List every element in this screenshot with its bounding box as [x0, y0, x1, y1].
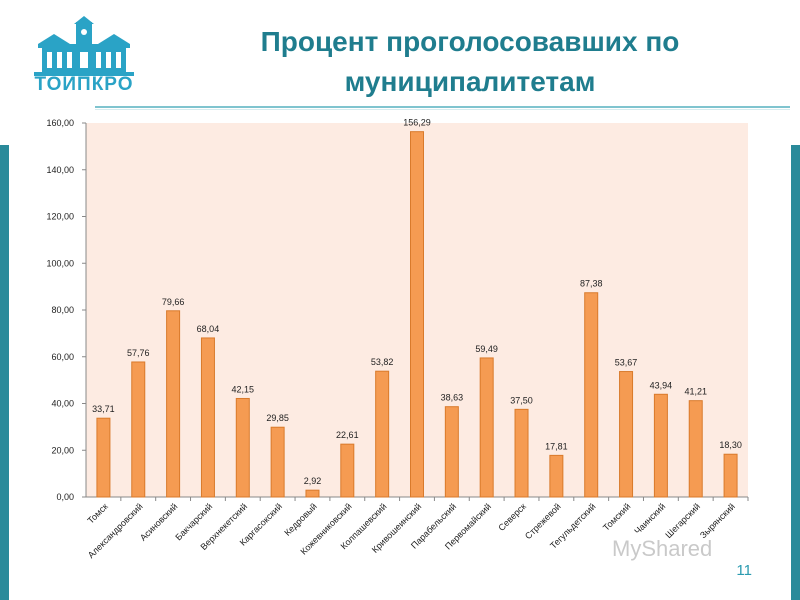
data-label: 18,30	[719, 440, 742, 450]
category-label: Северск	[496, 501, 528, 533]
data-label: 2,92	[304, 476, 322, 486]
watermark-text: MyShared	[612, 536, 713, 561]
category-label: Томский	[601, 501, 632, 532]
data-label: 37,50	[510, 395, 533, 405]
bar	[235, 397, 250, 498]
data-label: 59,49	[475, 344, 498, 354]
data-label: 38,63	[441, 393, 464, 403]
data-label: 33,71	[92, 404, 115, 414]
bar	[723, 453, 738, 498]
data-label: 53,67	[615, 358, 638, 368]
data-label: 53,82	[371, 357, 394, 367]
bar	[305, 489, 320, 498]
data-label: 22,61	[336, 430, 359, 440]
bar	[619, 371, 634, 498]
bar	[514, 408, 529, 498]
y-tick-label: 100,00	[46, 258, 74, 268]
y-tick-label: 120,00	[46, 212, 74, 222]
bar	[131, 361, 146, 498]
right-accent-bar	[791, 145, 800, 600]
category-label: Томск	[85, 501, 109, 525]
bar	[688, 400, 703, 498]
data-label: 29,85	[266, 413, 289, 423]
category-label: Шегарский	[663, 501, 702, 540]
bar	[270, 426, 285, 498]
bar	[549, 454, 564, 498]
data-label: 42,15	[232, 384, 255, 394]
data-label: 41,21	[684, 387, 707, 397]
bar	[375, 370, 390, 498]
page-number: 11	[736, 562, 752, 579]
bar	[410, 131, 424, 498]
watermark: MyShared	[612, 536, 762, 566]
left-accent-bar	[0, 145, 9, 600]
logo-text: ТОИПКРО	[34, 74, 134, 95]
title-line-1: Процент проголосовавших по	[260, 26, 680, 57]
bar	[166, 310, 181, 498]
bar	[479, 357, 494, 498]
bar	[444, 406, 459, 498]
category-label: Зырянский	[698, 501, 737, 540]
y-tick-label: 80,00	[51, 305, 74, 315]
title-line-2: муниципалитетам	[344, 66, 596, 97]
y-tick-label: 160,00	[46, 118, 74, 128]
page-title: Процент проголосовавших по муниципалитет…	[160, 22, 780, 102]
data-label: 68,04	[197, 324, 220, 334]
bar	[96, 417, 111, 498]
data-label: 43,94	[650, 380, 673, 390]
title-divider	[95, 106, 790, 108]
y-tick-label: 40,00	[51, 399, 74, 409]
y-tick-label: 140,00	[46, 165, 74, 175]
data-label: 17,81	[545, 441, 568, 451]
data-label: 57,76	[127, 348, 150, 358]
bar	[340, 443, 355, 498]
data-label: 79,66	[162, 297, 185, 307]
data-label: 87,38	[580, 279, 603, 289]
building-logo-icon	[34, 16, 134, 76]
category-label: Чаинский	[632, 501, 667, 536]
title-divider-shadow	[95, 109, 790, 110]
bar	[200, 337, 215, 498]
y-tick-label: 0,00	[56, 492, 74, 502]
y-tick-label: 20,00	[51, 445, 74, 455]
bar	[653, 393, 668, 498]
bar	[584, 292, 599, 498]
category-label: Кедровый	[282, 501, 318, 537]
data-label: 156,29	[403, 118, 431, 128]
y-tick-label: 60,00	[51, 352, 74, 362]
